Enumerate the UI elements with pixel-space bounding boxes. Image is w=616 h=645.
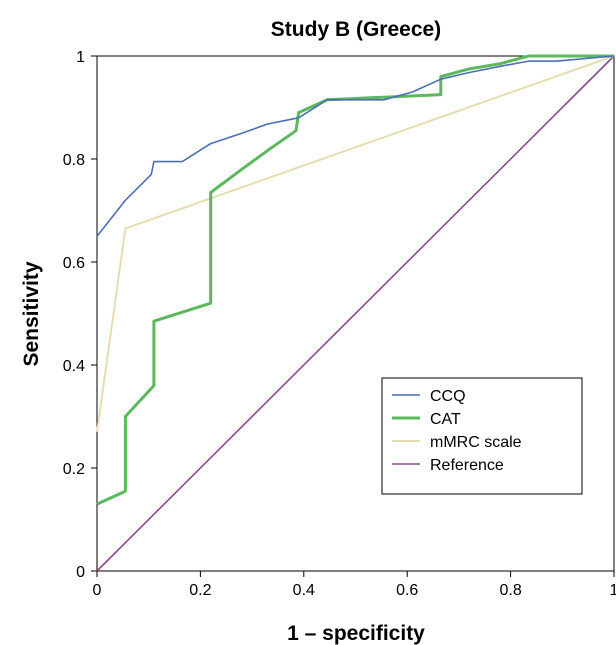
legend: CCQ CAT mMRC scale Reference: [381, 377, 583, 495]
chart-title: Study B (Greece): [271, 18, 441, 41]
x-axis-label: 1 – specificity: [287, 622, 425, 645]
y-tick-label: 0.2: [63, 461, 85, 478]
x-tick-label: 0.8: [499, 582, 521, 599]
legend-label-mmrc-scale: mMRC scale: [430, 434, 522, 451]
legend-box: [381, 377, 583, 495]
series-layer: [96, 54, 615, 572]
y-tick-label: 0.8: [63, 152, 85, 169]
x-tick-label: 1: [610, 582, 616, 599]
y-axis: 0 0.2 0.4 0.6 0.8 1: [63, 49, 97, 581]
y-axis-label: Sensitivity: [20, 261, 43, 366]
series-line-reference: [96, 55, 615, 572]
x-tick-label: 0: [93, 582, 102, 599]
x-tick-label: 0.4: [293, 582, 315, 599]
series-line-cat: [96, 54, 614, 506]
y-tick-label: 0.4: [63, 358, 85, 375]
series-line-ccq: [96, 55, 615, 237]
series-line-mmrc-scale: [96, 55, 615, 433]
legend-label-ccq: CCQ: [430, 388, 466, 405]
legend-label-cat: CAT: [430, 411, 461, 428]
legend-label-reference: Reference: [430, 457, 504, 474]
x-tick-label: 0.2: [189, 582, 211, 599]
plot-area: [96, 54, 615, 572]
x-tick-label: 0.6: [396, 582, 418, 599]
plot-frame: [96, 55, 615, 572]
x-axis: 0 0.2 0.4 0.6 0.8 1: [93, 571, 616, 599]
y-tick-label: 0.6: [63, 255, 85, 272]
y-tick-label: 0: [76, 564, 85, 581]
y-tick-label: 1: [76, 49, 85, 66]
